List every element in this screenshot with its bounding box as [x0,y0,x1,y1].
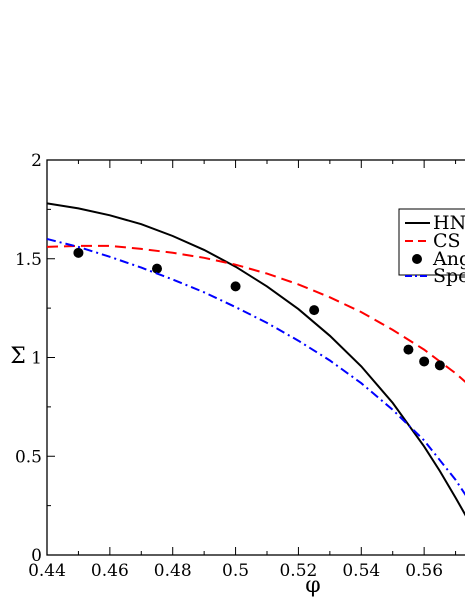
x-tick-label: 0.46 [91,561,129,581]
data-point [434,360,445,371]
x-tick-label: 0.5 [222,561,249,581]
y-tick-label: 2 [31,151,42,171]
legend-label: CS [433,230,461,252]
data-point [152,263,162,274]
legend: HNCSAngSpe [398,208,465,287]
legend-marker [412,254,422,264]
series-line-cs [47,244,465,383]
x-axis-title: φ [305,573,320,598]
x-tick-label: 0.56 [405,561,443,581]
data-point [230,281,241,292]
y-axis-title: Σ [10,344,26,369]
series-layer [47,202,465,517]
x-tick-label: 0.44 [28,561,66,581]
y-tick-label: 0.5 [15,447,42,467]
series-line-hn [47,202,465,517]
legend-label: HN [433,212,465,234]
data-point [73,247,84,258]
data-point [403,344,414,355]
ticks: 0.440.460.480.50.520.540.560.5800.511.52 [15,151,457,581]
legend-label: Spe [433,265,465,287]
x-tick-label: 0.48 [154,561,192,581]
data-point [419,356,430,367]
y-tick-label: 0 [31,546,42,566]
x-tick-label: 0.52 [279,561,317,581]
data-point [309,305,320,316]
y-tick-label: 1.5 [15,250,42,270]
y-tick-label: 1 [31,349,42,369]
x-tick-label: 0.54 [342,561,380,581]
legend-label: Ang [432,248,465,270]
series-line-speedy [47,238,465,496]
